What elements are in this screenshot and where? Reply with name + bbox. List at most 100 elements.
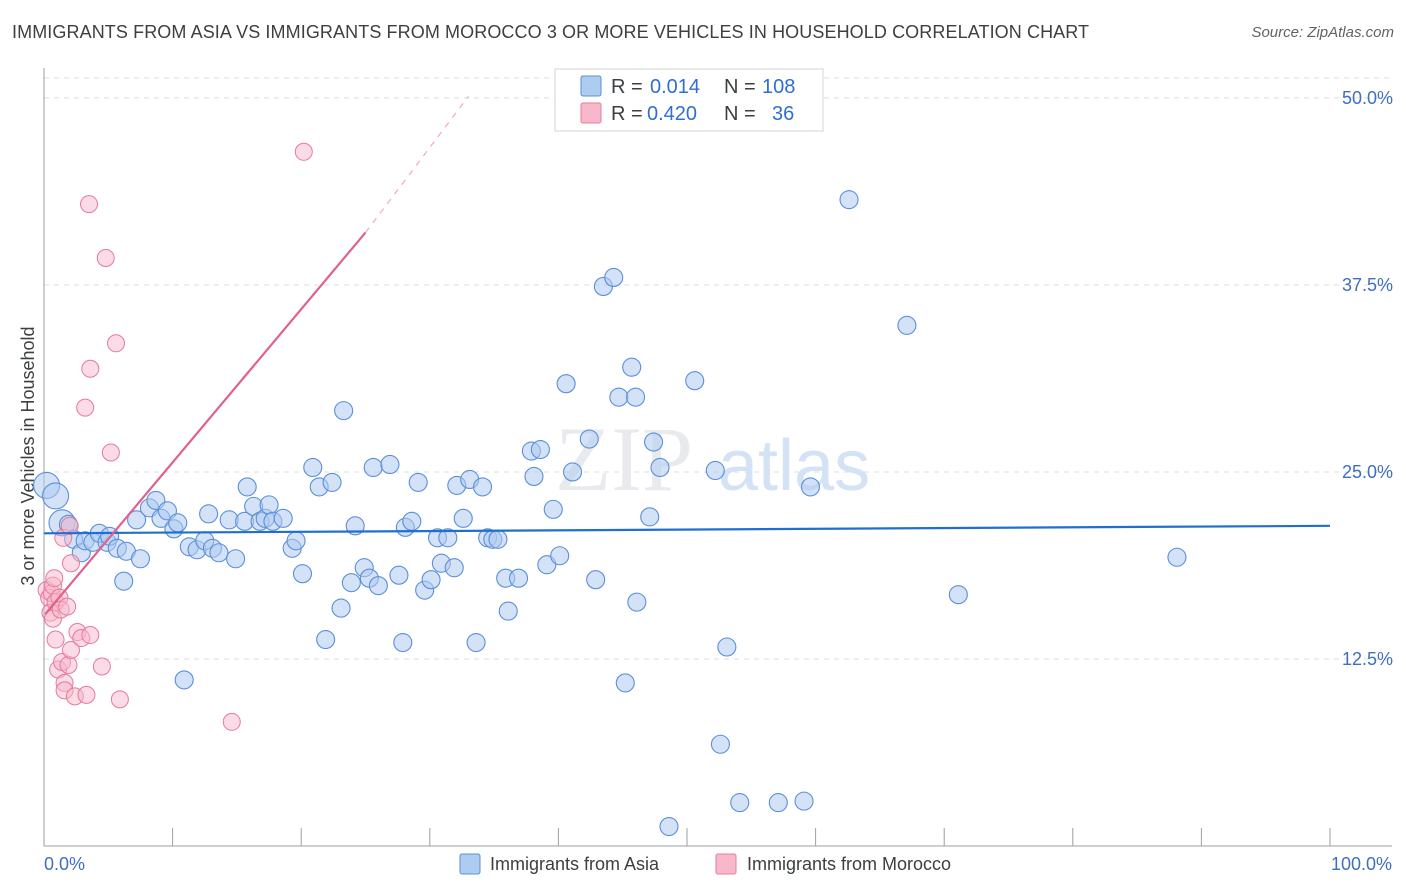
asia-point xyxy=(768,793,788,813)
asia-point xyxy=(408,472,428,492)
asia-point xyxy=(839,190,859,210)
asia-point xyxy=(488,529,508,549)
morocco-point xyxy=(80,195,99,214)
legend-morocco-r-label: R = xyxy=(611,103,643,125)
morocco-point xyxy=(77,685,96,704)
asia-point xyxy=(543,499,563,519)
x-tick-label-min: 0.0% xyxy=(44,854,85,874)
asia-point xyxy=(685,371,705,391)
morocco-point xyxy=(45,569,64,588)
morocco-trend-extension xyxy=(365,96,469,233)
asia-point xyxy=(226,549,246,569)
asia-point xyxy=(550,546,570,566)
asia-point xyxy=(609,387,629,407)
morocco-point xyxy=(46,630,65,649)
legend-morocco-n-value: 36 xyxy=(772,103,794,125)
asia-point xyxy=(389,565,409,585)
asia-point xyxy=(626,387,646,407)
series-asia-points xyxy=(33,190,1187,837)
asia-point xyxy=(615,673,635,693)
watermark-zip: ZIP xyxy=(555,408,693,510)
asia-point xyxy=(341,573,361,593)
asia-point xyxy=(316,629,336,650)
asia-point xyxy=(1167,547,1187,567)
asia-point xyxy=(130,549,150,569)
watermark-atlas: atlas xyxy=(718,426,870,506)
asia-point xyxy=(127,510,147,530)
asia-point xyxy=(800,477,821,497)
asia-trend-line xyxy=(43,524,1331,535)
asia-point xyxy=(498,601,518,621)
legend-asia-swatch xyxy=(580,75,602,97)
morocco-point xyxy=(62,554,81,573)
bottom-legend-asia-label: Immigrants from Asia xyxy=(490,854,660,874)
asia-point xyxy=(322,472,342,492)
y-axis-title: 3 or more Vehicles in Household xyxy=(18,326,38,585)
asia-point xyxy=(421,570,441,590)
asia-point xyxy=(948,585,968,605)
asia-point xyxy=(710,734,730,754)
asia-point xyxy=(237,477,257,497)
asia-point xyxy=(627,592,647,612)
morocco-point xyxy=(222,712,241,731)
morocco-point xyxy=(294,142,313,161)
asia-point xyxy=(402,511,422,531)
legend-asia-n-value: 108 xyxy=(762,76,795,98)
morocco-point xyxy=(60,516,79,535)
morocco-point xyxy=(59,655,78,674)
asia-point xyxy=(380,454,400,475)
asia-point xyxy=(331,598,351,618)
trend-lines xyxy=(43,96,1331,615)
asia-point xyxy=(303,457,323,478)
morocco-point xyxy=(81,359,100,378)
morocco-point xyxy=(107,334,126,353)
morocco-point xyxy=(62,641,81,660)
asia-point xyxy=(705,460,725,481)
asia-point xyxy=(438,528,458,548)
bottom-legend-morocco-swatch xyxy=(715,853,737,875)
asia-point xyxy=(174,670,194,690)
morocco-point xyxy=(76,398,95,417)
source-credit: Source: ZipAtlas.com xyxy=(1251,24,1394,41)
y-tick-label: 12.5% xyxy=(1342,649,1393,669)
legend-asia-r-label: R = xyxy=(611,76,643,98)
asia-point xyxy=(168,513,188,533)
asia-point xyxy=(453,508,473,528)
asia-point xyxy=(209,543,229,563)
asia-point xyxy=(650,457,670,478)
asia-point xyxy=(363,457,383,478)
asia-point xyxy=(393,632,413,653)
asia-point xyxy=(604,267,624,288)
asia-point xyxy=(524,466,544,487)
legend-morocco-swatch xyxy=(580,102,602,124)
asia-point xyxy=(286,531,306,551)
asia-point xyxy=(897,315,917,335)
x-axis-ticks xyxy=(43,828,1331,846)
y-tick-label: 37.5% xyxy=(1342,275,1393,295)
y-tick-labels: 12.5% 25.0% 37.5% 50.0% xyxy=(1342,88,1393,669)
morocco-point xyxy=(101,443,120,462)
chart-title: IMMIGRANTS FROM ASIA VS IMMIGRANTS FROM … xyxy=(12,22,1090,42)
morocco-point xyxy=(81,626,100,645)
morocco-point xyxy=(110,690,129,709)
bottom-legend-morocco-label: Immigrants from Morocco xyxy=(747,854,951,874)
morocco-point xyxy=(96,249,115,268)
asia-point xyxy=(586,570,606,590)
asia-point xyxy=(562,462,583,482)
asia-point xyxy=(334,401,354,421)
asia-point xyxy=(644,432,664,452)
gridlines xyxy=(44,77,1392,660)
morocco-trend-line xyxy=(44,231,367,615)
correlation-legend: R = 0.014 N = 108 R = 0.420 N = 36 xyxy=(554,68,824,132)
y-tick-label: 50.0% xyxy=(1342,88,1393,108)
asia-point xyxy=(556,374,576,394)
asia-point xyxy=(368,576,388,596)
legend-morocco-r-value: 0.420 xyxy=(647,103,697,125)
asia-point xyxy=(640,507,660,527)
series-morocco-points xyxy=(37,142,313,731)
asia-point xyxy=(717,637,737,657)
asia-point xyxy=(472,477,493,497)
asia-point xyxy=(466,632,486,653)
asia-point xyxy=(622,357,642,377)
